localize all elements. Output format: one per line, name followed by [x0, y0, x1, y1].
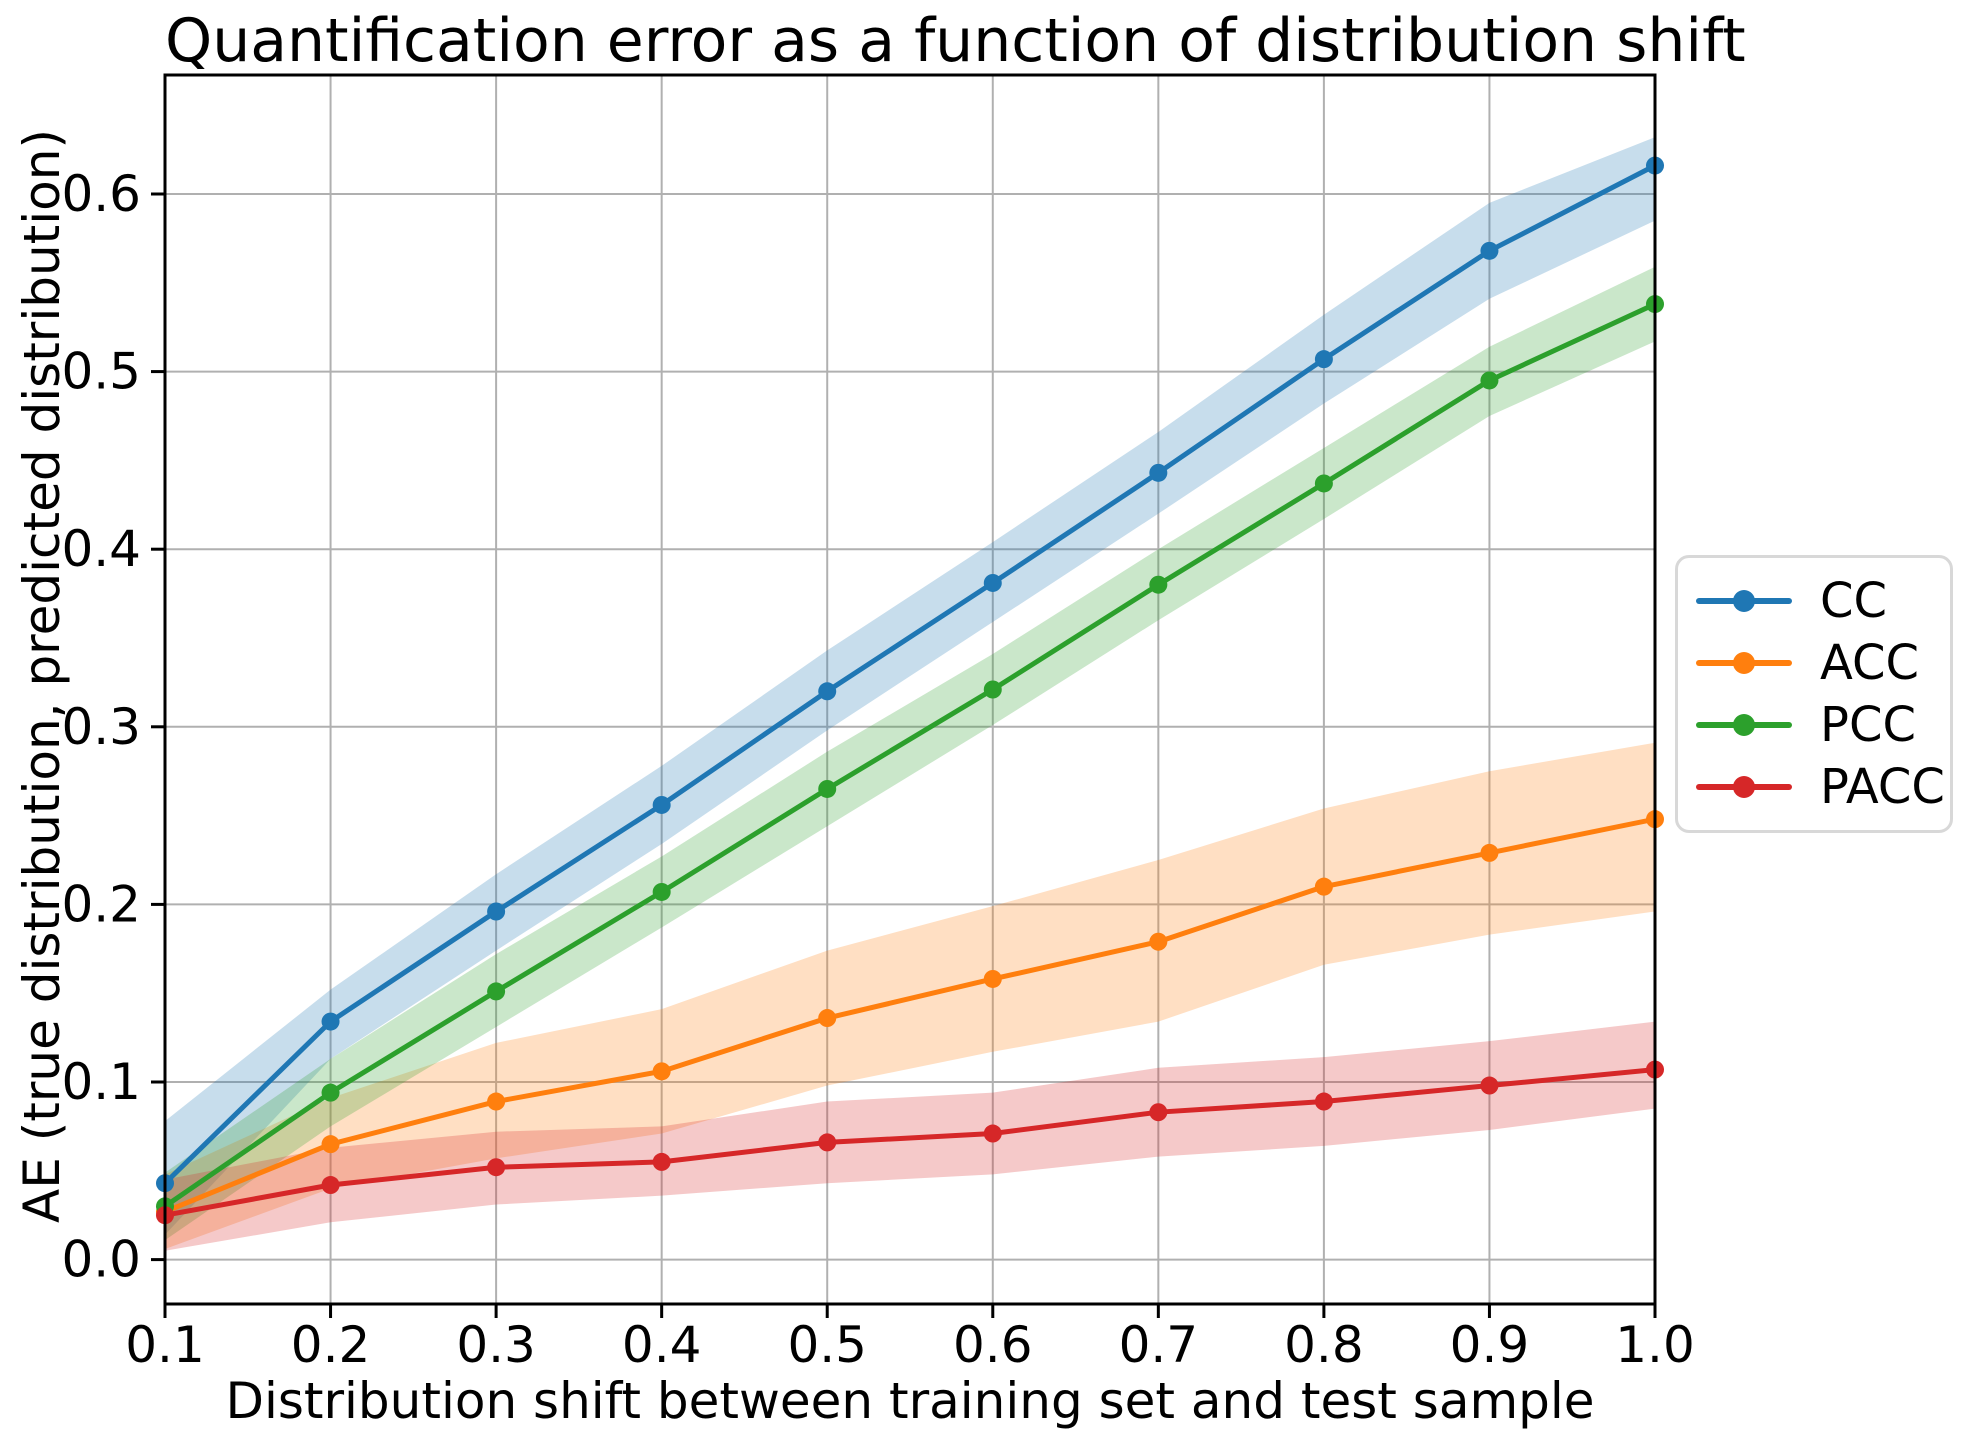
- x-tick-label: 0.6: [953, 1316, 1033, 1374]
- data-point-CC: [321, 1012, 340, 1031]
- x-tick-label: 0.7: [1119, 1316, 1199, 1374]
- data-point-PACC: [1480, 1076, 1499, 1095]
- x-axis-label: Distribution shift between training set …: [225, 1372, 1595, 1430]
- y-tick-label: 0.6: [61, 165, 141, 223]
- legend-swatch-pacc: [1696, 775, 1792, 799]
- data-point-PACC: [983, 1124, 1002, 1143]
- data-point-ACC: [1314, 877, 1333, 896]
- chart-title: Quantification error as a function of di…: [165, 6, 1746, 76]
- legend-swatch-cc: [1696, 589, 1792, 613]
- data-point-PCC: [487, 982, 506, 1001]
- legend-dot-icon: [1733, 776, 1755, 798]
- legend-label: PCC: [1820, 697, 1916, 753]
- data-point-PACC: [1314, 1092, 1333, 1111]
- axes-border: [163, 73, 1657, 1306]
- data-point-CC: [652, 795, 671, 814]
- y-tick-label: 0.4: [61, 520, 141, 578]
- data-point-PACC: [321, 1176, 340, 1195]
- legend-item-cc: CC: [1678, 577, 1950, 625]
- data-point-ACC: [487, 1092, 506, 1111]
- x-tick-label: 0.1: [125, 1316, 205, 1374]
- y-tick-label: 0.0: [61, 1231, 141, 1289]
- data-point-CC: [1314, 350, 1333, 369]
- confidence-band-CC: [165, 137, 1655, 1235]
- legend-swatch-acc: [1696, 651, 1792, 675]
- legend-dot-icon: [1733, 652, 1755, 674]
- x-tick-label: 0.9: [1450, 1316, 1530, 1374]
- data-point-PACC: [652, 1152, 671, 1171]
- data-point-CC: [1480, 241, 1499, 260]
- legend: CC ACC PCC PACC: [1675, 555, 1953, 833]
- data-point-ACC: [818, 1009, 837, 1028]
- series-line-PCC: [162, 301, 1658, 1209]
- x-tick-label: 0.5: [787, 1316, 867, 1374]
- data-point-PACC: [818, 1133, 837, 1152]
- data-point-ACC: [1149, 932, 1168, 951]
- data-point-PCC: [1314, 474, 1333, 493]
- legend-item-acc: ACC: [1678, 639, 1950, 687]
- x-tick-label: 0.3: [456, 1316, 536, 1374]
- data-point-CC: [1149, 463, 1168, 482]
- series-line-ACC: [162, 816, 1658, 1215]
- legend-label: ACC: [1820, 635, 1920, 691]
- data-point-PCC: [652, 882, 671, 901]
- series-line-CC: [162, 163, 1658, 1186]
- data-point-PCC: [983, 680, 1002, 699]
- legend-item-pacc: PACC: [1678, 763, 1950, 811]
- data-point-CC: [818, 682, 837, 701]
- y-tick-label: 0.5: [61, 343, 141, 401]
- data-point-PACC: [487, 1158, 506, 1177]
- legend-swatch-pcc: [1696, 713, 1792, 737]
- data-point-PACC: [1149, 1103, 1168, 1122]
- x-tick-label: 0.4: [622, 1316, 702, 1374]
- data-point-ACC: [983, 969, 1002, 988]
- y-tick-label: 0.3: [61, 698, 141, 756]
- data-point-PCC: [1149, 575, 1168, 594]
- data-point-PCC: [818, 779, 837, 798]
- legend-item-pcc: PCC: [1678, 701, 1950, 749]
- data-point-CC: [487, 902, 506, 921]
- data-point-PCC: [321, 1083, 340, 1102]
- data-point-ACC: [321, 1135, 340, 1154]
- data-point-ACC: [652, 1062, 671, 1081]
- legend-label: PACC: [1820, 759, 1945, 815]
- data-point-CC: [983, 573, 1002, 592]
- y-tick-label: 0.1: [61, 1053, 141, 1111]
- x-tick-label: 0.8: [1284, 1316, 1364, 1374]
- series-line-PACC: [162, 1067, 1658, 1218]
- y-tick-label: 0.2: [61, 875, 141, 933]
- data-point-ACC: [1480, 843, 1499, 862]
- data-point-PCC: [1480, 371, 1499, 390]
- x-tick-label: 0.2: [291, 1316, 371, 1374]
- confidence-band-ACC: [165, 742, 1655, 1249]
- y-axis-label: AE (true distribution, predicted distrib…: [13, 129, 71, 1223]
- legend-dot-icon: [1733, 714, 1755, 736]
- x-tick-label: 1.0: [1615, 1316, 1695, 1374]
- legend-label: CC: [1820, 573, 1888, 629]
- legend-dot-icon: [1733, 590, 1755, 612]
